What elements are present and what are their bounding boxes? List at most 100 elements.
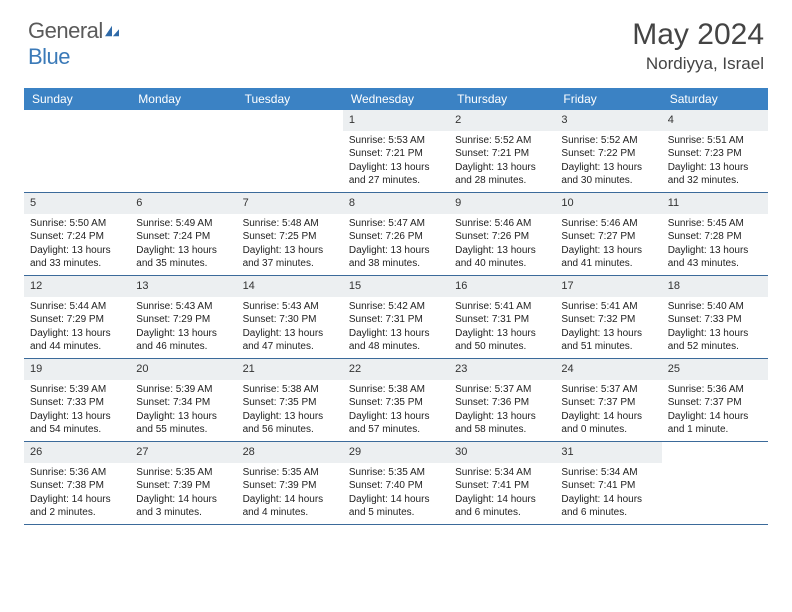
day-number: 21	[237, 359, 343, 380]
calendar-cell: 24Sunrise: 5:37 AMSunset: 7:37 PMDayligh…	[555, 359, 661, 441]
day-number: 1	[343, 110, 449, 131]
day-number: 19	[24, 359, 130, 380]
daylight-text: Daylight: 13 hours and 40 minutes.	[455, 244, 549, 271]
daylight-text: Daylight: 13 hours and 41 minutes.	[561, 244, 655, 271]
day-number: 17	[555, 276, 661, 297]
calendar-cell: 26Sunrise: 5:36 AMSunset: 7:38 PMDayligh…	[24, 442, 130, 524]
sunset-text: Sunset: 7:41 PM	[455, 479, 549, 493]
calendar-cell: 8Sunrise: 5:47 AMSunset: 7:26 PMDaylight…	[343, 193, 449, 275]
calendar-cell: 6 Sunrise: 5:49 AMSunset: 7:24 PMDaylight…	[130, 193, 236, 275]
location: Nordiyya, Israel	[632, 54, 764, 74]
sunset-text: Sunset: 7:35 PM	[243, 396, 337, 410]
cell-body: Sunrise: 5:34 AMSunset: 7:41 PMDaylight:…	[449, 463, 555, 524]
daylight-text: Daylight: 13 hours and 43 minutes.	[668, 244, 762, 271]
week-row: 5Sunrise: 5:50 AMSunset: 7:24 PMDaylight…	[24, 193, 768, 276]
sunset-text: Sunset: 7:33 PM	[668, 313, 762, 327]
calendar-cell	[237, 110, 343, 192]
calendar-cell: 27Sunrise: 5:35 AMSunset: 7:39 PMDayligh…	[130, 442, 236, 524]
cell-body: Sunrise: 5:44 AMSunset: 7:29 PMDaylight:…	[24, 297, 130, 358]
day-number: 31	[555, 442, 661, 463]
sunrise-text: Sunrise: 5:42 AM	[349, 300, 443, 314]
day-header-fri: Friday	[555, 88, 661, 110]
daylight-text: Daylight: 13 hours and 33 minutes.	[30, 244, 124, 271]
cell-body: Sunrise: 5:37 AMSunset: 7:37 PMDaylight:…	[555, 380, 661, 441]
day-number: 10	[555, 193, 661, 214]
sunrise-text: Sunrise: 5:50 AM	[30, 217, 124, 231]
sunset-text: Sunset: 7:21 PM	[455, 147, 549, 161]
sunset-text: Sunset: 7:23 PM	[668, 147, 762, 161]
day-number: 15	[343, 276, 449, 297]
sunset-text: Sunset: 7:28 PM	[668, 230, 762, 244]
calendar-cell: 30Sunrise: 5:34 AMSunset: 7:41 PMDayligh…	[449, 442, 555, 524]
sunrise-text: Sunrise: 5:49 AM	[136, 217, 230, 231]
sunrise-text: Sunrise: 5:41 AM	[561, 300, 655, 314]
brand-text-b: Blue	[28, 44, 70, 69]
brand-logo: General Blue	[28, 18, 121, 70]
week-row: 19Sunrise: 5:39 AMSunset: 7:33 PMDayligh…	[24, 359, 768, 442]
calendar-cell: 17Sunrise: 5:41 AMSunset: 7:32 PMDayligh…	[555, 276, 661, 358]
sunrise-text: Sunrise: 5:47 AM	[349, 217, 443, 231]
cell-body: Sunrise: 5:39 AMSunset: 7:34 PMDaylight:…	[130, 380, 236, 441]
day-number: 2	[449, 110, 555, 131]
daylight-text: Daylight: 13 hours and 54 minutes.	[30, 410, 124, 437]
day-number: 29	[343, 442, 449, 463]
sunset-text: Sunset: 7:31 PM	[455, 313, 549, 327]
week-row: 26Sunrise: 5:36 AMSunset: 7:38 PMDayligh…	[24, 442, 768, 525]
sunrise-text: Sunrise: 5:41 AM	[455, 300, 549, 314]
calendar-cell: 22Sunrise: 5:38 AMSunset: 7:35 PMDayligh…	[343, 359, 449, 441]
sunset-text: Sunset: 7:37 PM	[668, 396, 762, 410]
title-block: May 2024 Nordiyya, Israel	[632, 18, 764, 74]
sunrise-text: Sunrise: 5:46 AM	[561, 217, 655, 231]
day-number: 25	[662, 359, 768, 380]
calendar-cell: 20Sunrise: 5:39 AMSunset: 7:34 PMDayligh…	[130, 359, 236, 441]
cell-body: Sunrise: 5:35 AMSunset: 7:40 PMDaylight:…	[343, 463, 449, 524]
day-number: 5	[24, 193, 130, 214]
day-header-tue: Tuesday	[237, 88, 343, 110]
cell-body: Sunrise: 5:52 AMSunset: 7:21 PMDaylight:…	[449, 131, 555, 192]
header: General Blue May 2024 Nordiyya, Israel	[0, 0, 792, 82]
sail-icon	[103, 24, 121, 38]
cell-body: Sunrise: 5:35 AMSunset: 7:39 PMDaylight:…	[237, 463, 343, 524]
daylight-text: Daylight: 13 hours and 38 minutes.	[349, 244, 443, 271]
sunrise-text: Sunrise: 5:44 AM	[30, 300, 124, 314]
sunrise-text: Sunrise: 5:43 AM	[136, 300, 230, 314]
calendar-cell: 31Sunrise: 5:34 AMSunset: 7:41 PMDayligh…	[555, 442, 661, 524]
sunrise-text: Sunrise: 5:34 AM	[561, 466, 655, 480]
sunset-text: Sunset: 7:32 PM	[561, 313, 655, 327]
cell-body: Sunrise: 5:42 AMSunset: 7:31 PMDaylight:…	[343, 297, 449, 358]
day-header-thu: Thursday	[449, 88, 555, 110]
day-number: 27	[130, 442, 236, 463]
cell-body: Sunrise: 5:43 AMSunset: 7:30 PMDaylight:…	[237, 297, 343, 358]
daylight-text: Daylight: 14 hours and 5 minutes.	[349, 493, 443, 520]
cell-body: Sunrise: 5:39 AMSunset: 7:33 PMDaylight:…	[24, 380, 130, 441]
day-number: 6	[130, 193, 236, 214]
sunrise-text: Sunrise: 5:51 AM	[668, 134, 762, 148]
day-number: 26	[24, 442, 130, 463]
sunset-text: Sunset: 7:39 PM	[136, 479, 230, 493]
sunset-text: Sunset: 7:41 PM	[561, 479, 655, 493]
sunrise-text: Sunrise: 5:38 AM	[349, 383, 443, 397]
sunrise-text: Sunrise: 5:39 AM	[30, 383, 124, 397]
sunrise-text: Sunrise: 5:52 AM	[561, 134, 655, 148]
sunset-text: Sunset: 7:26 PM	[455, 230, 549, 244]
daylight-text: Daylight: 13 hours and 35 minutes.	[136, 244, 230, 271]
sunrise-text: Sunrise: 5:48 AM	[243, 217, 337, 231]
sunrise-text: Sunrise: 5:40 AM	[668, 300, 762, 314]
month-year: May 2024	[632, 18, 764, 52]
sunset-text: Sunset: 7:24 PM	[136, 230, 230, 244]
sunrise-text: Sunrise: 5:37 AM	[561, 383, 655, 397]
sunset-text: Sunset: 7:40 PM	[349, 479, 443, 493]
sunset-text: Sunset: 7:29 PM	[30, 313, 124, 327]
cell-body: Sunrise: 5:36 AMSunset: 7:37 PMDaylight:…	[662, 380, 768, 441]
daylight-text: Daylight: 13 hours and 28 minutes.	[455, 161, 549, 188]
daylight-text: Daylight: 14 hours and 3 minutes.	[136, 493, 230, 520]
cell-body: Sunrise: 5:38 AMSunset: 7:35 PMDaylight:…	[343, 380, 449, 441]
week-row: 12Sunrise: 5:44 AMSunset: 7:29 PMDayligh…	[24, 276, 768, 359]
calendar-cell: 13Sunrise: 5:43 AMSunset: 7:29 PMDayligh…	[130, 276, 236, 358]
cell-body: Sunrise: 5:46 AMSunset: 7:27 PMDaylight:…	[555, 214, 661, 275]
cell-body: Sunrise: 5:52 AMSunset: 7:22 PMDaylight:…	[555, 131, 661, 192]
cell-body: Sunrise: 5:34 AMSunset: 7:41 PMDaylight:…	[555, 463, 661, 524]
day-number: 14	[237, 276, 343, 297]
daylight-text: Daylight: 14 hours and 0 minutes.	[561, 410, 655, 437]
sunrise-text: Sunrise: 5:45 AM	[668, 217, 762, 231]
